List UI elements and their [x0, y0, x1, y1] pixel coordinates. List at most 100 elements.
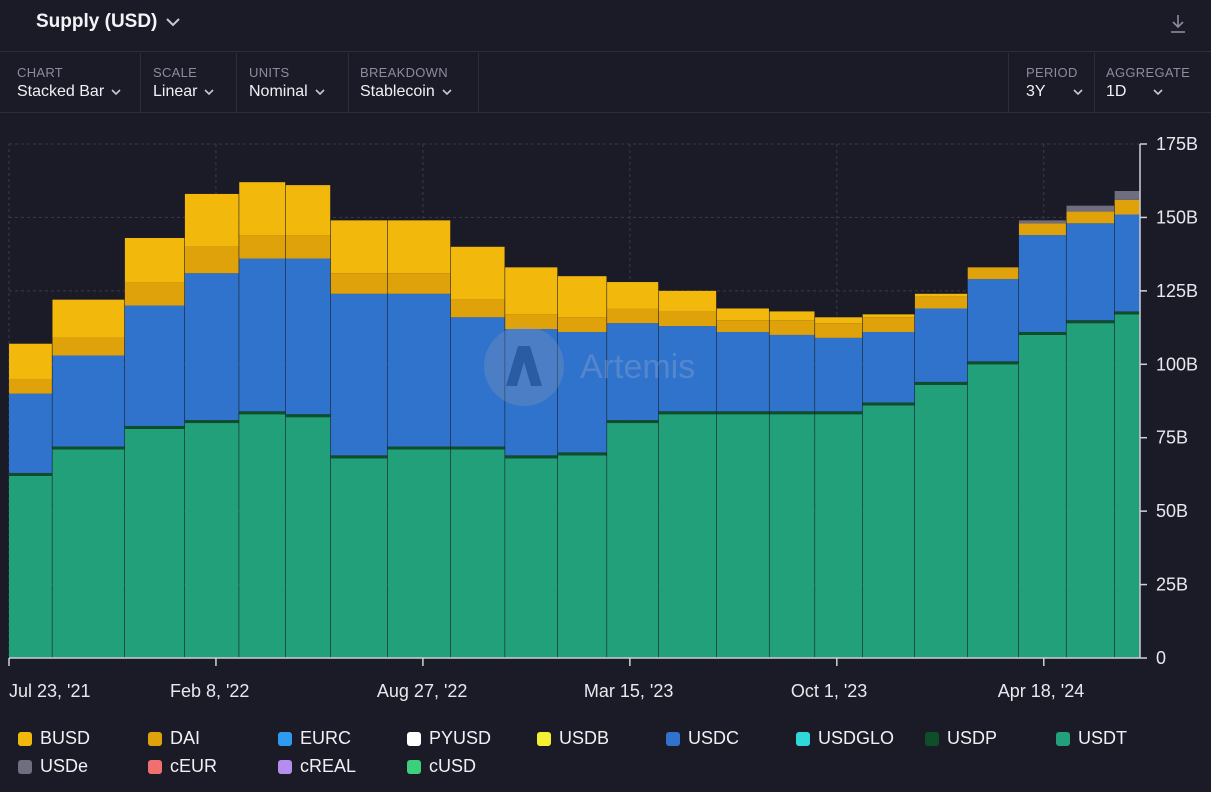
bar-usdc[interactable]	[1066, 223, 1115, 321]
bar-usde[interactable]	[1114, 190, 1140, 200]
bar-usdp[interactable]	[658, 411, 717, 415]
bar-dai[interactable]	[124, 282, 185, 306]
bar-usdp[interactable]	[1018, 331, 1066, 335]
bar-dai[interactable]	[967, 267, 1019, 280]
bar-usdt[interactable]	[658, 414, 717, 658]
bar-usdc[interactable]	[557, 331, 607, 453]
bar-dai[interactable]	[387, 273, 451, 294]
legend-item-pyusd[interactable]: PYUSD	[407, 728, 491, 749]
bar-usdc[interactable]	[52, 355, 125, 447]
bar-usdt[interactable]	[124, 428, 185, 658]
legend-item-dai[interactable]: DAI	[148, 728, 200, 749]
bar-usdc[interactable]	[1018, 235, 1066, 332]
units-dropdown[interactable]: UNITS Nominal	[232, 53, 349, 112]
bar-usde[interactable]	[1066, 205, 1115, 212]
bar-usdp[interactable]	[716, 411, 769, 415]
bar-dai[interactable]	[285, 235, 331, 259]
bar-dai[interactable]	[815, 323, 863, 338]
bar-usdt[interactable]	[1066, 323, 1115, 658]
bar-busd[interactable]	[815, 317, 863, 324]
legend-item-ceur[interactable]: cEUR	[148, 756, 217, 777]
bar-dai[interactable]	[330, 273, 388, 294]
bar-dai[interactable]	[862, 317, 915, 332]
bar-dai[interactable]	[1066, 211, 1115, 224]
bar-busd[interactable]	[387, 220, 451, 274]
bar-dai[interactable]	[914, 296, 968, 309]
bar-usdt[interactable]	[815, 414, 863, 658]
bar-dai[interactable]	[769, 320, 815, 335]
bar-usdc[interactable]	[607, 323, 659, 421]
bar-dai[interactable]	[505, 314, 558, 330]
bar-usdt[interactable]	[285, 417, 331, 658]
bar-usdp[interactable]	[285, 414, 331, 418]
bar-usdc[interactable]	[124, 305, 185, 426]
bar-usdt[interactable]	[330, 458, 388, 658]
bar-dai[interactable]	[1018, 223, 1066, 236]
bar-usdt[interactable]	[769, 414, 815, 658]
bar-usdc[interactable]	[862, 331, 915, 403]
bar-usdt[interactable]	[387, 449, 451, 658]
bar-usdt[interactable]	[1114, 314, 1140, 658]
bar-usdc[interactable]	[450, 317, 505, 447]
bar-dai[interactable]	[239, 235, 286, 259]
bar-busd[interactable]	[862, 314, 915, 318]
bar-dai[interactable]	[1114, 199, 1140, 215]
legend-item-eurc[interactable]: EURC	[278, 728, 351, 749]
bar-usdp[interactable]	[557, 452, 607, 456]
bar-dai[interactable]	[658, 311, 717, 327]
bar-busd[interactable]	[9, 343, 52, 379]
bar-usdt[interactable]	[505, 458, 558, 658]
scale-dropdown[interactable]: SCALE Linear	[136, 53, 237, 112]
bar-dai[interactable]	[716, 320, 769, 332]
bar-usdc[interactable]	[716, 331, 769, 412]
bar-dai[interactable]	[450, 299, 505, 318]
metric-selector[interactable]: Supply (USD)	[36, 11, 181, 33]
bar-busd[interactable]	[285, 185, 331, 236]
legend-item-usdglo[interactable]: USDGLO	[796, 728, 894, 749]
bar-usdp[interactable]	[1066, 320, 1115, 324]
bar-usdp[interactable]	[124, 425, 185, 429]
bar-busd[interactable]	[184, 193, 239, 247]
bar-usdp[interactable]	[330, 455, 388, 459]
bar-usdc[interactable]	[658, 326, 717, 412]
bar-usdp[interactable]	[914, 381, 968, 385]
bar-usdp[interactable]	[450, 446, 505, 450]
bar-usdt[interactable]	[239, 414, 286, 658]
bar-busd[interactable]	[557, 276, 607, 318]
bar-dai[interactable]	[607, 308, 659, 324]
legend-item-usde[interactable]: USDe	[18, 756, 88, 777]
bar-dai[interactable]	[52, 337, 125, 356]
legend-item-busd[interactable]: BUSD	[18, 728, 90, 749]
bar-dai[interactable]	[184, 246, 239, 274]
bar-usdt[interactable]	[184, 423, 239, 658]
bar-usdp[interactable]	[967, 361, 1019, 365]
bar-usdp[interactable]	[505, 455, 558, 459]
bar-usdp[interactable]	[9, 472, 52, 476]
bar-usdc[interactable]	[815, 337, 863, 412]
bar-usdp[interactable]	[52, 446, 125, 450]
bar-usdt[interactable]	[862, 405, 915, 658]
bar-usdt[interactable]	[450, 449, 505, 658]
bar-usdt[interactable]	[1018, 334, 1066, 658]
bar-usdc[interactable]	[239, 258, 286, 412]
chart-type-dropdown[interactable]: CHART Stacked Bar	[0, 53, 141, 112]
bar-usdp[interactable]	[387, 446, 451, 450]
bar-usdc[interactable]	[285, 258, 331, 415]
bar-dai[interactable]	[557, 317, 607, 332]
bar-usdc[interactable]	[914, 308, 968, 382]
bar-dai[interactable]	[9, 378, 52, 394]
bar-usdp[interactable]	[607, 420, 659, 424]
bar-usdp[interactable]	[184, 420, 239, 424]
bar-usdt[interactable]	[914, 384, 968, 658]
bar-usdc[interactable]	[330, 293, 388, 456]
legend-item-usdt[interactable]: USDT	[1056, 728, 1127, 749]
bar-usdc[interactable]	[967, 279, 1019, 362]
bar-usdt[interactable]	[557, 455, 607, 658]
bar-busd[interactable]	[450, 246, 505, 300]
bar-usdp[interactable]	[769, 411, 815, 415]
bar-usdc[interactable]	[769, 334, 815, 412]
legend-item-creal[interactable]: cREAL	[278, 756, 356, 777]
bar-busd[interactable]	[914, 293, 968, 297]
bar-busd[interactable]	[124, 237, 185, 283]
bar-busd[interactable]	[658, 290, 717, 312]
